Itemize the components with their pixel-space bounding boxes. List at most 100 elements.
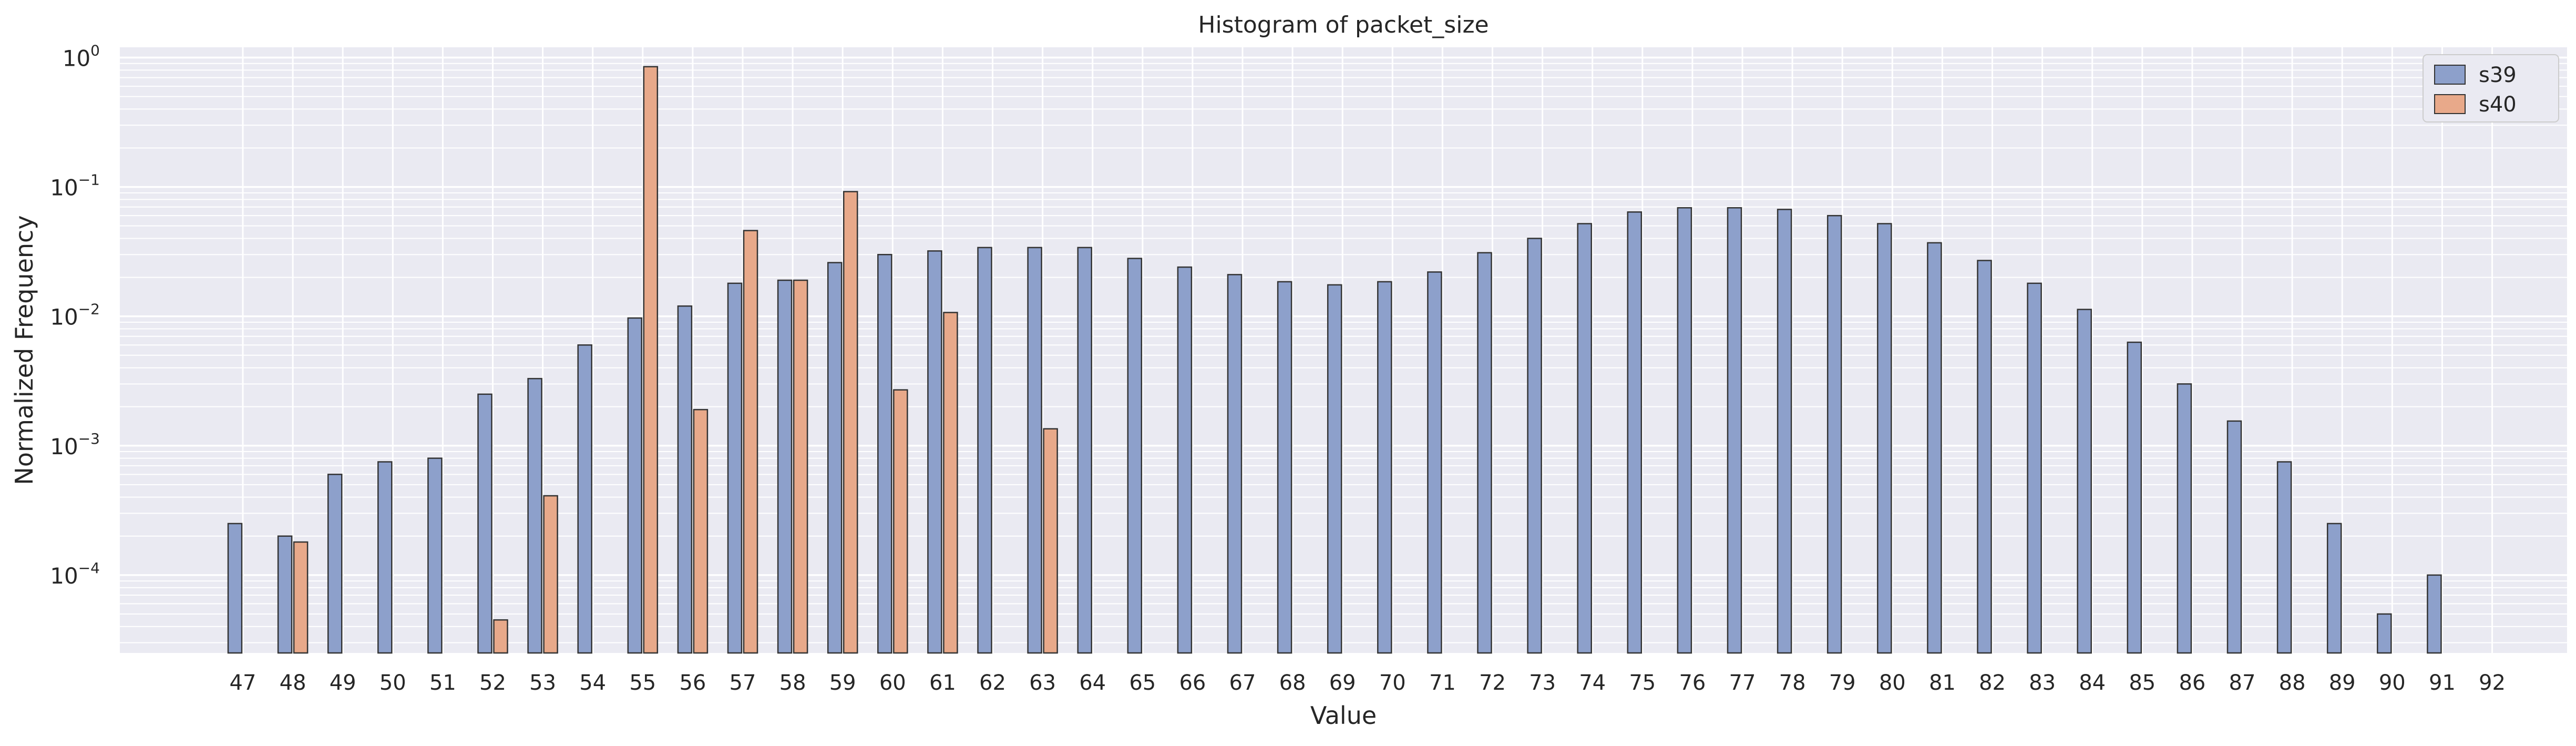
x-tick-label: 82 <box>1979 671 2006 695</box>
legend-swatch-s39 <box>2434 65 2466 85</box>
x-tick-label: 51 <box>429 671 456 695</box>
x-tick-label: 76 <box>1679 671 1706 695</box>
x-tick-label: 84 <box>2079 671 2106 695</box>
bar-s40-60 <box>893 389 908 654</box>
x-tick-label: 71 <box>1429 671 1456 695</box>
bar-s39-66 <box>1177 266 1193 654</box>
bar-s40-56 <box>693 408 709 654</box>
bar-s39-67 <box>1227 274 1243 654</box>
x-tick-label: 91 <box>2429 671 2456 695</box>
bars <box>227 66 2442 654</box>
x-tick-label: 53 <box>529 671 556 695</box>
bar-s39-59 <box>827 262 843 654</box>
bar-s39-54 <box>577 344 592 654</box>
bar-s39-62 <box>977 247 992 654</box>
x-tick-label: 65 <box>1129 671 1156 695</box>
bar-s39-74 <box>1577 223 1592 654</box>
y-tick-labels: 10−4 10−3 10−2 10−1 100 <box>50 42 100 588</box>
bar-s39-61 <box>927 250 942 654</box>
x-tick-label: 69 <box>1329 671 1356 695</box>
bar-s39-85 <box>2127 341 2142 654</box>
bar-s39-89 <box>2326 523 2342 654</box>
legend-swatch-s40 <box>2434 94 2466 114</box>
x-tick-label: 86 <box>2179 671 2205 695</box>
bar-s39-68 <box>1277 281 1292 654</box>
x-tick-label: 50 <box>379 671 406 695</box>
bar-s39-84 <box>2077 309 2092 654</box>
bar-s39-72 <box>1477 252 1492 654</box>
bar-s39-78 <box>1777 209 1792 654</box>
x-tick-label: 52 <box>479 671 506 695</box>
x-tick-label: 63 <box>1029 671 1056 695</box>
bar-s39-65 <box>1127 258 1143 654</box>
y-tick-label: 10−4 <box>50 559 100 589</box>
y-tick-label: 10−2 <box>50 301 100 330</box>
bar-s40-55 <box>643 66 659 654</box>
x-tick-label: 80 <box>1879 671 1906 695</box>
x-tick-label: 85 <box>2129 671 2156 695</box>
bar-s39-49 <box>327 474 343 654</box>
x-tick-label: 79 <box>1829 671 1856 695</box>
x-tick-label: 68 <box>1279 671 1306 695</box>
bar-s40-63 <box>1043 428 1058 654</box>
bar-s39-76 <box>1677 207 1692 654</box>
bar-s39-60 <box>877 253 892 654</box>
x-tick-label: 73 <box>1529 671 1556 695</box>
bar-s39-86 <box>2177 383 2192 654</box>
bar-s39-57 <box>727 282 743 654</box>
bar-s40-48 <box>293 541 309 654</box>
x-tick-label: 54 <box>579 671 606 695</box>
x-tick-label: 67 <box>1229 671 1256 695</box>
bar-s39-73 <box>1527 238 1542 654</box>
bar-s40-57 <box>743 230 758 654</box>
bar-s39-53 <box>527 377 542 654</box>
bar-s40-53 <box>543 495 558 654</box>
x-tick-label: 78 <box>1779 671 1806 695</box>
bar-s40-59 <box>843 191 858 654</box>
x-tick-label: 47 <box>230 671 256 695</box>
bar-s39-90 <box>2377 613 2392 654</box>
bar-s39-55 <box>627 317 643 654</box>
x-tick-label: 74 <box>1579 671 1606 695</box>
bar-s39-77 <box>1727 207 1742 654</box>
x-tick-label: 75 <box>1629 671 1656 695</box>
bar-s39-48 <box>277 535 293 654</box>
bar-s39-75 <box>1627 211 1643 654</box>
x-tick-label: 88 <box>2279 671 2306 695</box>
x-tick-label: 87 <box>2229 671 2256 695</box>
legend-label-s39: s39 <box>2479 63 2517 87</box>
x-tick-label: 60 <box>879 671 906 695</box>
y-tick-label: 10−3 <box>50 430 100 459</box>
x-tick-label: 62 <box>979 671 1006 695</box>
x-tick-label: 66 <box>1179 671 1206 695</box>
bar-s39-63 <box>1027 247 1042 654</box>
bar-s39-69 <box>1327 284 1342 654</box>
x-tick-label: 48 <box>280 671 306 695</box>
y-tick-label: 10−1 <box>50 171 100 201</box>
bar-s40-52 <box>493 619 508 654</box>
legend: s39 s40 <box>2423 54 2559 122</box>
bar-s39-88 <box>2276 461 2292 654</box>
x-tick-label: 89 <box>2329 671 2356 695</box>
x-tick-label: 70 <box>1379 671 1406 695</box>
chart-title: Histogram of packet_size <box>1198 12 1489 38</box>
bar-s39-80 <box>1877 223 1892 654</box>
y-tick-label: 100 <box>63 42 100 71</box>
x-tick-label: 64 <box>1079 671 1106 695</box>
x-tick-label: 90 <box>2379 671 2406 695</box>
legend-label-s40: s40 <box>2479 93 2517 117</box>
bar-s39-79 <box>1826 214 1842 654</box>
bar-s39-83 <box>2027 282 2042 654</box>
x-tick-label: 59 <box>829 671 856 695</box>
x-tick-labels: 47 48 49 50 51 52 53 54 55 56 57 58 59 60 61 62 63 64 65 66… <box>230 671 2506 695</box>
bar-s39-50 <box>377 461 393 654</box>
y-axis-label: Normalized Frequency <box>10 215 38 485</box>
x-tick-label: 77 <box>1729 671 1756 695</box>
bar-s39-52 <box>477 393 492 654</box>
bar-s39-47 <box>227 523 243 654</box>
bar-s39-91 <box>2427 574 2442 654</box>
x-tick-label: 58 <box>779 671 806 695</box>
bar-s40-61 <box>943 312 958 654</box>
x-tick-label: 81 <box>1929 671 1956 695</box>
